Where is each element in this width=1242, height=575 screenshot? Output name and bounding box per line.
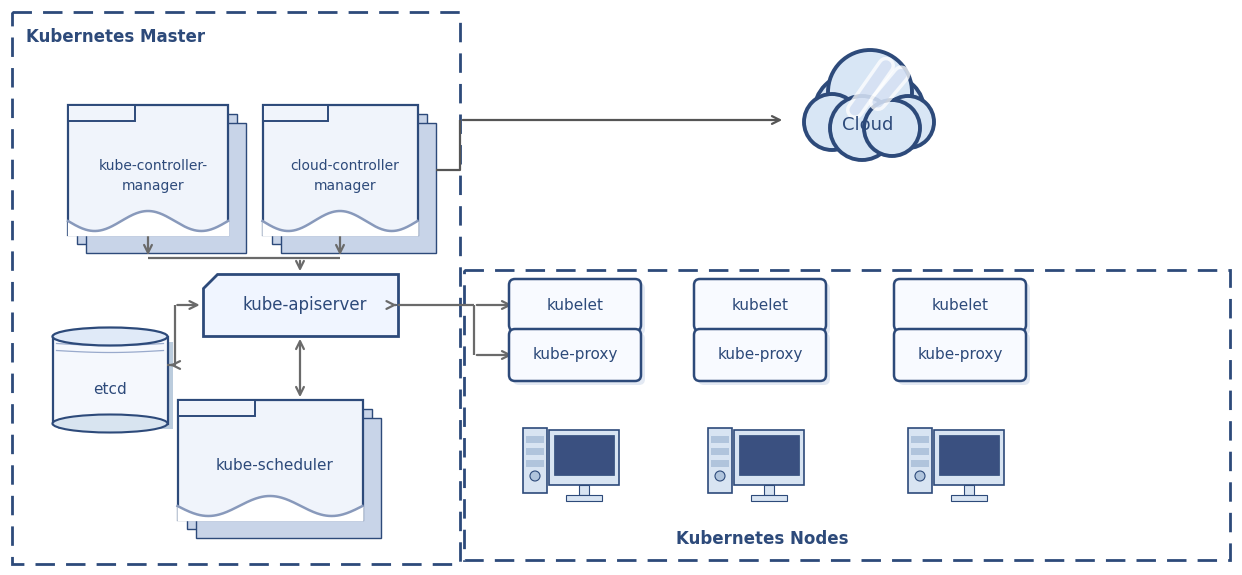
Bar xyxy=(739,435,799,475)
Text: etcd: etcd xyxy=(93,382,127,397)
Bar xyxy=(527,448,544,455)
Text: kubelet: kubelet xyxy=(932,297,989,312)
FancyBboxPatch shape xyxy=(894,279,1026,331)
Bar xyxy=(262,105,417,235)
FancyBboxPatch shape xyxy=(894,329,1026,381)
Text: kube-proxy: kube-proxy xyxy=(918,347,1002,362)
Circle shape xyxy=(715,471,725,481)
Bar xyxy=(272,114,426,244)
Bar xyxy=(195,418,273,434)
Bar xyxy=(272,114,337,130)
Bar xyxy=(86,123,153,139)
Bar xyxy=(195,418,380,538)
Bar xyxy=(764,485,774,495)
Circle shape xyxy=(828,50,912,134)
Bar xyxy=(527,436,544,443)
FancyBboxPatch shape xyxy=(513,283,645,335)
Bar xyxy=(910,448,929,455)
Bar xyxy=(554,435,614,475)
Bar xyxy=(566,495,602,501)
Text: kube-proxy: kube-proxy xyxy=(533,347,617,362)
Text: kube-proxy: kube-proxy xyxy=(718,347,802,362)
Text: Kubernetes Master: Kubernetes Master xyxy=(26,28,205,46)
Bar xyxy=(964,485,974,495)
Bar xyxy=(527,460,544,467)
Bar xyxy=(579,485,589,495)
Bar xyxy=(910,436,929,443)
Bar xyxy=(12,12,460,564)
Text: kube-controller-
manager: kube-controller- manager xyxy=(98,159,207,193)
FancyBboxPatch shape xyxy=(694,329,826,381)
Bar xyxy=(178,400,255,416)
Bar xyxy=(710,436,729,443)
Circle shape xyxy=(830,96,894,160)
Bar xyxy=(710,448,729,455)
Circle shape xyxy=(804,94,859,150)
Text: Cloud: Cloud xyxy=(842,116,894,134)
Bar xyxy=(465,270,1230,560)
Bar xyxy=(910,460,929,467)
Bar xyxy=(77,114,144,130)
Circle shape xyxy=(530,471,540,481)
Bar xyxy=(178,400,363,520)
Polygon shape xyxy=(202,274,397,336)
FancyBboxPatch shape xyxy=(509,329,641,381)
Bar xyxy=(549,430,619,485)
Bar xyxy=(934,430,1004,485)
Ellipse shape xyxy=(52,415,168,432)
Bar xyxy=(262,105,328,121)
Bar xyxy=(951,495,987,501)
FancyBboxPatch shape xyxy=(898,333,1030,385)
Circle shape xyxy=(856,76,924,144)
FancyBboxPatch shape xyxy=(694,279,826,331)
Bar xyxy=(710,460,729,467)
FancyBboxPatch shape xyxy=(509,279,641,331)
Bar xyxy=(523,428,546,493)
Text: Kubernetes Nodes: Kubernetes Nodes xyxy=(676,530,848,548)
Bar xyxy=(68,105,135,121)
Circle shape xyxy=(864,100,920,156)
Text: kubelet: kubelet xyxy=(732,297,789,312)
Circle shape xyxy=(882,96,934,148)
Bar xyxy=(751,495,787,501)
Bar xyxy=(281,123,436,253)
Bar xyxy=(708,428,732,493)
Text: kube-scheduler: kube-scheduler xyxy=(216,458,334,473)
Bar xyxy=(68,105,229,235)
Bar xyxy=(77,114,237,244)
Ellipse shape xyxy=(52,328,168,346)
Text: kubelet: kubelet xyxy=(546,297,604,312)
FancyBboxPatch shape xyxy=(698,283,830,335)
Bar xyxy=(86,123,246,253)
FancyBboxPatch shape xyxy=(513,333,645,385)
FancyBboxPatch shape xyxy=(698,333,830,385)
Bar xyxy=(281,123,345,139)
Bar xyxy=(734,430,804,485)
Bar xyxy=(908,428,932,493)
Bar xyxy=(939,435,999,475)
Circle shape xyxy=(915,471,925,481)
Circle shape xyxy=(814,74,891,150)
Text: cloud-controller
manager: cloud-controller manager xyxy=(291,159,400,193)
Bar xyxy=(186,409,265,425)
Bar xyxy=(57,342,173,428)
Text: kube-apiserver: kube-apiserver xyxy=(242,296,368,314)
Bar xyxy=(186,409,371,529)
FancyBboxPatch shape xyxy=(898,283,1030,335)
Bar xyxy=(52,336,168,424)
